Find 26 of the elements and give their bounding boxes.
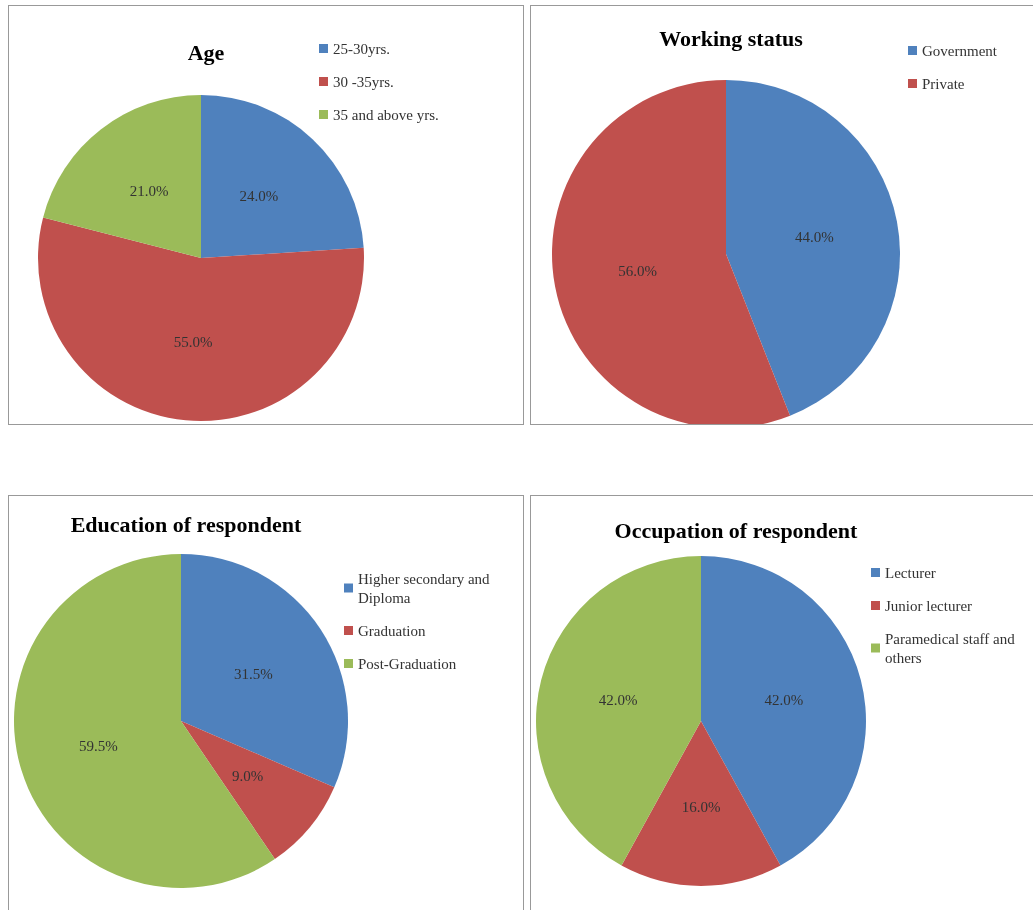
legend-label: Lecturer	[885, 564, 936, 581]
data-label: 21.0%	[129, 183, 169, 200]
data-label: 56.0%	[618, 262, 657, 279]
chart-title: Age	[187, 39, 225, 65]
legend-label: Junior lecturer	[885, 597, 973, 614]
legend-label: 35 and above yrs.	[333, 106, 439, 123]
data-label: 9.0%	[232, 768, 264, 785]
data-label: 55.0%	[173, 334, 213, 351]
data-label: 44.0%	[795, 229, 834, 246]
legend-label: Post-Graduation	[358, 655, 457, 672]
chart-title: Working status	[659, 25, 804, 51]
data-label: 42.0%	[764, 691, 804, 708]
legend-label: 30 -35yrs.	[333, 73, 394, 90]
legend-label: Higher secondary and Diploma	[358, 570, 494, 606]
data-label: 24.0%	[239, 188, 279, 205]
data-label: 42.0%	[598, 691, 638, 708]
chart-title: Occupation of respondent	[614, 517, 859, 543]
data-label: 59.5%	[78, 738, 118, 755]
legend-label: Paramedical staff and others	[885, 630, 1019, 666]
data-label: 16.0%	[681, 798, 721, 815]
data-label: 31.5%	[233, 665, 273, 682]
legend-label: Graduation	[358, 622, 426, 639]
legend-label: 25-30yrs.	[333, 40, 391, 57]
legend-label: Government	[922, 42, 998, 59]
legend-label: Private	[922, 75, 965, 92]
chart-title: Education of respondent	[70, 511, 302, 537]
